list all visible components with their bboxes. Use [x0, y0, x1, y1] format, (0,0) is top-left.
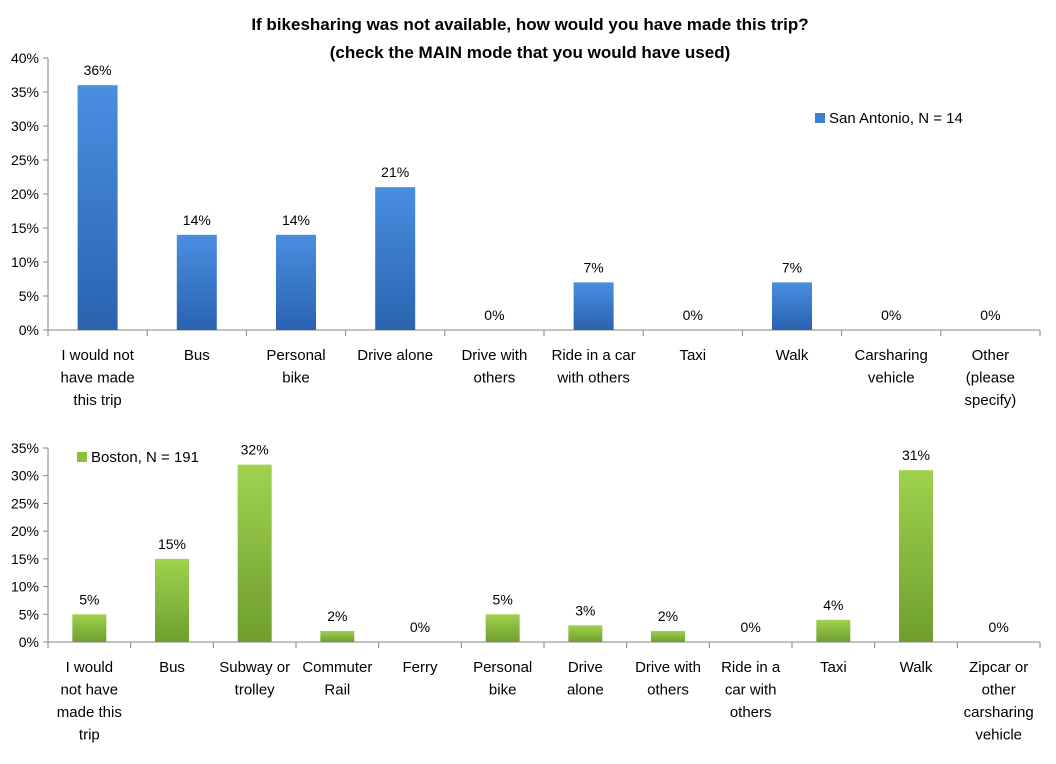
data-label: 14%: [183, 212, 211, 228]
data-label: 0%: [683, 307, 703, 323]
category-label: Taxi: [820, 659, 847, 676]
category-label: Bus: [159, 659, 185, 676]
data-label: 2%: [327, 608, 347, 624]
bar: [72, 614, 107, 642]
data-label: 5%: [493, 591, 513, 607]
category-label: Ride in a car with others: [721, 659, 781, 721]
category-label: Walk: [900, 659, 933, 676]
data-label: 32%: [241, 442, 269, 458]
bar: [375, 187, 416, 330]
category-label: Subway or trolley: [219, 659, 290, 699]
y-tick-label: 5%: [19, 606, 39, 622]
y-tick-label: 5%: [19, 288, 39, 304]
data-label: 0%: [484, 307, 504, 323]
y-tick-label: 10%: [11, 579, 39, 595]
y-tick-label: 35%: [11, 440, 39, 456]
san-antonio-chart: 0% 5% 10% 15% 20% 25% 30% 35% 40% 36% I would not h…: [11, 50, 1041, 409]
data-label: 0%: [410, 619, 430, 635]
data-label: 5%: [79, 591, 99, 607]
bar: [485, 614, 520, 642]
bar: [176, 234, 217, 330]
category-label: Personal bike: [473, 659, 532, 699]
y-tick-label: 25%: [11, 495, 39, 511]
category-label: Drive alone: [357, 347, 433, 364]
category-label: Drive with others: [461, 347, 527, 387]
y-tick-label: 35%: [11, 84, 39, 100]
data-label: 0%: [980, 307, 1000, 323]
data-label: 4%: [823, 597, 843, 613]
data-label: 31%: [902, 447, 930, 463]
category-label: Ride in a car with others: [551, 347, 635, 387]
y-tick-label: 20%: [11, 186, 39, 202]
data-label: 15%: [158, 536, 186, 552]
category-label: Personal bike: [266, 347, 325, 387]
boston-chart: 0% 5% 10% 15% 20% 25% 30% 35% 5% I would not have m…: [11, 440, 1041, 744]
category-label: Carsharing vehicle: [855, 347, 928, 387]
y-tick-label: 25%: [11, 152, 39, 168]
category-label: Commuter Rail: [302, 659, 372, 699]
data-label: 0%: [881, 307, 901, 323]
y-tick-label: 15%: [11, 551, 39, 567]
data-label: 2%: [658, 608, 678, 624]
y-tick-label: 30%: [11, 118, 39, 134]
bar: [320, 630, 355, 642]
legend-swatch: [815, 113, 825, 123]
bar: [237, 464, 272, 642]
y-tick-label: 30%: [11, 468, 39, 484]
y-tick-label: 40%: [11, 50, 39, 66]
y-tick-label: 10%: [11, 254, 39, 270]
data-label: 3%: [575, 602, 595, 618]
category-label: Ferry: [403, 659, 438, 676]
category-label: Walk: [776, 347, 809, 364]
category-label: Taxi: [679, 347, 706, 364]
category-label: Drive with others: [635, 659, 701, 699]
y-tick-label: 20%: [11, 523, 39, 539]
legend-label: Boston, N = 191: [91, 449, 199, 466]
bar: [568, 625, 603, 642]
y-tick-label: 15%: [11, 220, 39, 236]
data-label: 21%: [381, 164, 409, 180]
chart-title-line-1: If bikesharing was not available, how wo…: [251, 15, 808, 34]
legend-swatch: [77, 452, 87, 462]
y-tick-label: 0%: [19, 634, 39, 650]
data-label: 7%: [583, 259, 603, 275]
bar: [816, 619, 851, 642]
chart-title-line-2: (check the MAIN mode that you would have…: [330, 43, 731, 62]
bar: [772, 282, 812, 330]
legend-label: San Antonio, N = 14: [829, 110, 963, 127]
bar: [573, 282, 614, 330]
bar: [651, 630, 685, 642]
data-label: 7%: [782, 259, 802, 275]
bar: [899, 470, 933, 642]
data-label: 14%: [282, 212, 310, 228]
category-label: Other (please specify): [965, 347, 1017, 409]
category-label: Bus: [184, 347, 210, 364]
bar: [276, 234, 316, 330]
bar: [77, 85, 118, 330]
data-label: 36%: [84, 62, 112, 78]
category-label: Zipcar or other carsharing vehicle: [964, 659, 1034, 744]
data-label: 0%: [741, 619, 761, 635]
category-label: I would not have made this trip: [60, 347, 134, 409]
category-label: Drive alone: [567, 659, 604, 699]
bar: [155, 558, 189, 642]
y-tick-label: 0%: [19, 322, 39, 338]
category-label: I would not have made this trip: [57, 659, 122, 744]
data-label: 0%: [989, 619, 1009, 635]
